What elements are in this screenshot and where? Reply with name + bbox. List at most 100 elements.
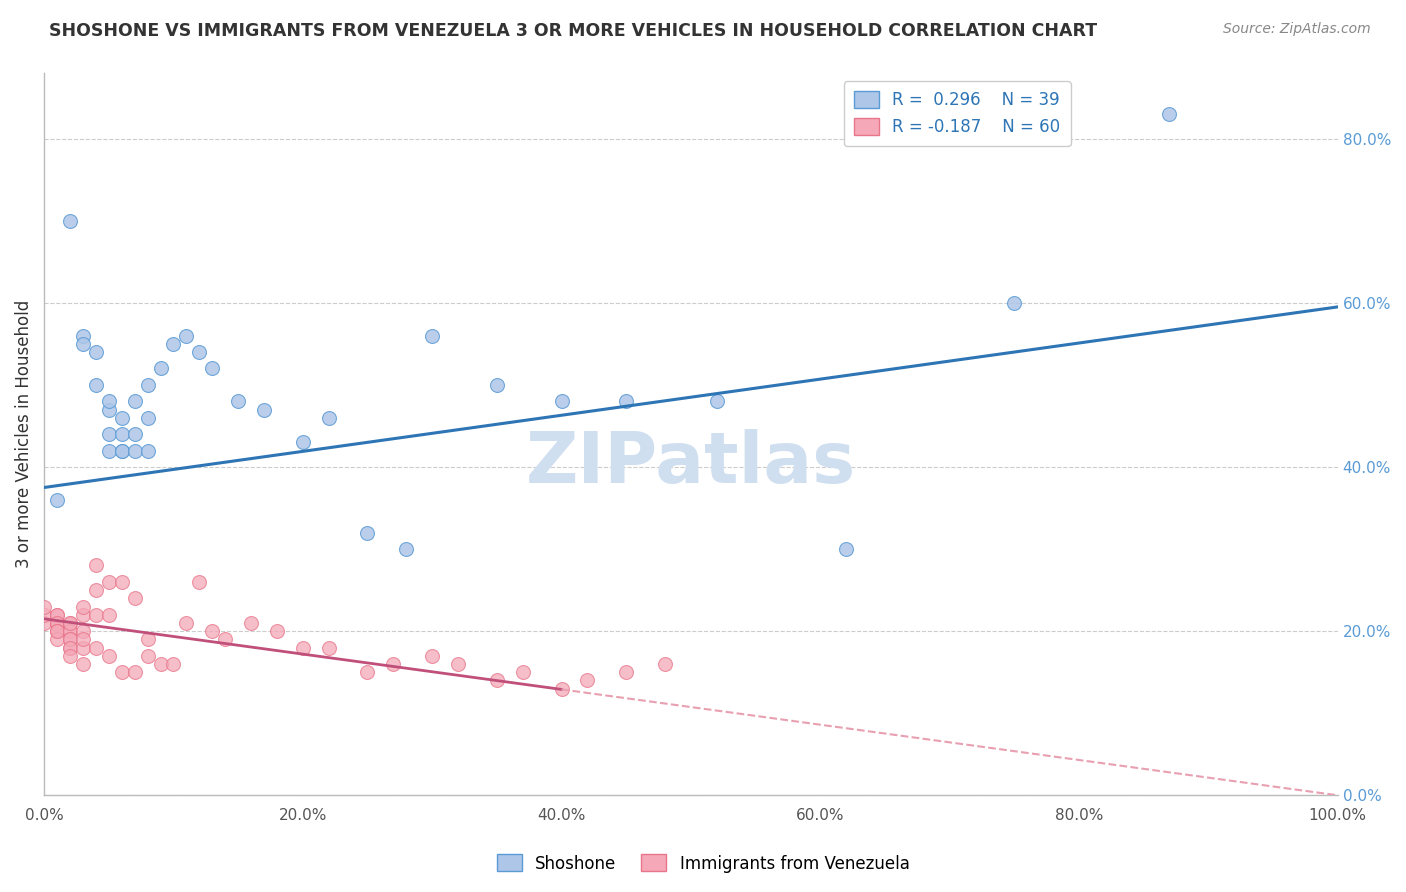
Point: [46, 624, 69, 639]
Point: [72, 328, 94, 343]
Point: [835, 542, 858, 557]
Point: [201, 624, 224, 639]
Point: [46, 607, 69, 622]
Point: [654, 657, 676, 671]
Point: [59, 648, 82, 663]
Point: [485, 377, 508, 392]
Point: [188, 345, 211, 359]
Point: [97, 574, 120, 589]
Point: [111, 427, 134, 442]
Point: [291, 640, 314, 655]
Point: [59, 624, 82, 639]
Point: [706, 394, 728, 409]
Point: [72, 640, 94, 655]
Point: [84, 640, 107, 655]
Point: [214, 632, 236, 647]
Point: [84, 345, 107, 359]
Point: [485, 673, 508, 688]
Point: [46, 607, 69, 622]
Point: [1002, 295, 1025, 310]
Point: [447, 657, 470, 671]
Point: [72, 632, 94, 647]
Point: [136, 410, 159, 425]
Point: [32, 607, 55, 622]
Point: [59, 640, 82, 655]
Point: [420, 648, 443, 663]
Point: [72, 607, 94, 622]
Point: [124, 443, 146, 458]
Point: [84, 607, 107, 622]
Point: [318, 410, 340, 425]
Point: [97, 648, 120, 663]
Point: [97, 427, 120, 442]
Point: [240, 615, 263, 630]
Point: [97, 443, 120, 458]
Point: [614, 665, 637, 680]
Point: [46, 492, 69, 507]
Point: [124, 591, 146, 606]
Point: [59, 213, 82, 227]
Y-axis label: 3 or more Vehicles in Household: 3 or more Vehicles in Household: [15, 300, 32, 568]
Point: [59, 632, 82, 647]
Point: [84, 558, 107, 573]
Point: [550, 394, 572, 409]
Point: [136, 648, 159, 663]
Point: [111, 574, 134, 589]
Point: [46, 615, 69, 630]
Point: [395, 542, 418, 557]
Text: ZIPatlas: ZIPatlas: [526, 428, 856, 498]
Point: [84, 377, 107, 392]
Point: [176, 615, 198, 630]
Point: [136, 443, 159, 458]
Point: [124, 665, 146, 680]
Point: [512, 665, 534, 680]
Point: [1159, 107, 1181, 121]
Point: [420, 328, 443, 343]
Point: [111, 665, 134, 680]
Point: [318, 640, 340, 655]
Point: [253, 402, 276, 417]
Point: [576, 673, 599, 688]
Legend: Shoshone, Immigrants from Venezuela: Shoshone, Immigrants from Venezuela: [489, 847, 917, 880]
Point: [46, 624, 69, 639]
Point: [32, 615, 55, 630]
Point: [614, 394, 637, 409]
Point: [59, 632, 82, 647]
Point: [136, 377, 159, 392]
Point: [72, 657, 94, 671]
Point: [59, 615, 82, 630]
Point: [176, 328, 198, 343]
Point: [356, 525, 378, 540]
Text: Source: ZipAtlas.com: Source: ZipAtlas.com: [1223, 22, 1371, 37]
Point: [162, 657, 184, 671]
Point: [124, 427, 146, 442]
Point: [72, 624, 94, 639]
Point: [291, 435, 314, 450]
Legend: R =  0.296    N = 39, R = -0.187    N = 60: R = 0.296 N = 39, R = -0.187 N = 60: [844, 81, 1070, 146]
Point: [111, 410, 134, 425]
Point: [46, 624, 69, 639]
Point: [46, 632, 69, 647]
Point: [46, 615, 69, 630]
Point: [201, 361, 224, 376]
Point: [188, 574, 211, 589]
Point: [124, 394, 146, 409]
Point: [59, 640, 82, 655]
Point: [59, 624, 82, 639]
Point: [72, 599, 94, 614]
Point: [550, 681, 572, 696]
Text: SHOSHONE VS IMMIGRANTS FROM VENEZUELA 3 OR MORE VEHICLES IN HOUSEHOLD CORRELATIO: SHOSHONE VS IMMIGRANTS FROM VENEZUELA 3 …: [49, 22, 1097, 40]
Point: [59, 615, 82, 630]
Point: [84, 583, 107, 598]
Point: [149, 361, 172, 376]
Point: [72, 336, 94, 351]
Point: [162, 336, 184, 351]
Point: [136, 632, 159, 647]
Point: [149, 657, 172, 671]
Point: [32, 599, 55, 614]
Point: [97, 607, 120, 622]
Point: [226, 394, 249, 409]
Point: [46, 615, 69, 630]
Point: [111, 443, 134, 458]
Point: [97, 394, 120, 409]
